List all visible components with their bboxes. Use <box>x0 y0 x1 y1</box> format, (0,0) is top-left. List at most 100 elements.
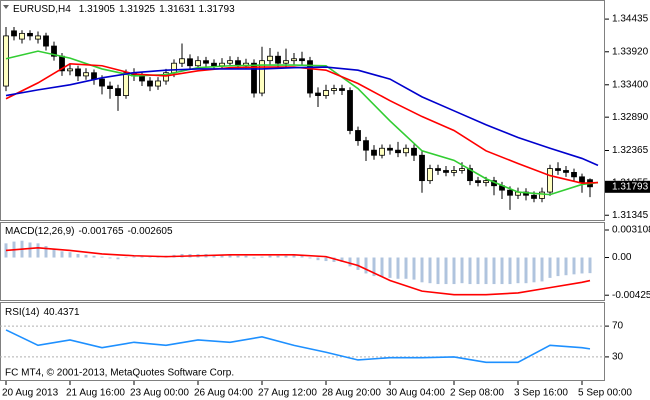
current-price-box <box>605 180 650 193</box>
x-tick-label: 3 Sep 16:00 <box>514 388 568 399</box>
macd-bar <box>124 257 128 259</box>
candle-body <box>3 35 9 87</box>
macd-bar <box>556 257 560 277</box>
macd-bar <box>500 257 504 285</box>
y-tick-label: 1.33920 <box>612 46 649 57</box>
macd-bar <box>388 257 392 278</box>
candle-body <box>347 90 353 131</box>
macd-bar <box>92 255 96 258</box>
macd-bar <box>220 254 224 258</box>
candle-body <box>323 90 329 96</box>
candle-body <box>211 62 217 67</box>
candle-body <box>563 170 569 173</box>
candle-body <box>371 149 377 156</box>
x-tick-label: 26 Aug 04:00 <box>194 388 253 399</box>
candle-body <box>227 60 233 64</box>
macd-bar <box>268 255 272 258</box>
candle-body <box>331 88 337 91</box>
candle-body <box>395 149 401 154</box>
x-tick-label: 21 Aug 16:00 <box>66 388 125 399</box>
candle-body <box>363 140 369 151</box>
macd-bar <box>348 257 352 267</box>
macd-bar <box>212 254 216 258</box>
rsi-line <box>5 329 591 364</box>
macd-bar <box>276 255 280 258</box>
macd-bar <box>100 256 104 258</box>
y-tick-label: 1.32890 <box>612 112 649 123</box>
macd-bar <box>372 257 376 277</box>
x-tick-label: 28 Aug 20:00 <box>322 388 381 399</box>
candle-body <box>155 80 161 87</box>
macd-bar <box>476 257 480 285</box>
macd-main-value: -0.001765 <box>78 226 123 237</box>
macd-bar <box>148 257 152 259</box>
macd-bar <box>540 257 544 282</box>
candle-body <box>203 60 209 64</box>
y-tick-label: 0.00 <box>612 252 632 263</box>
macd-bar <box>308 257 312 259</box>
candle-body <box>115 88 121 96</box>
candle-body <box>139 75 145 82</box>
candle-body <box>299 58 305 62</box>
macd-bar <box>452 257 456 285</box>
candle-body <box>467 168 473 182</box>
macd-header: MACD(12,26,9) -0.001765 -0.002605 <box>5 226 173 237</box>
candle-body <box>403 147 409 154</box>
candle-body <box>507 189 513 196</box>
moving-average-line <box>5 63 599 184</box>
rsi-value: 40.4371 <box>43 307 80 318</box>
macd-bar <box>404 257 408 279</box>
copyright: FC MT4, © 2001-2013, MetaQuotes Software… <box>5 368 234 379</box>
candle-body <box>11 30 17 37</box>
candle-body <box>179 58 185 64</box>
plot-layer <box>0 27 605 364</box>
candle-body <box>91 72 97 80</box>
y-tick-label: 30 <box>612 352 624 363</box>
macd-bar <box>436 257 440 285</box>
macd-bar <box>260 256 264 258</box>
candle-body <box>547 168 553 193</box>
macd-signal-value: -0.002605 <box>128 226 173 237</box>
candle-body <box>51 45 57 57</box>
macd-bar <box>396 257 400 279</box>
y-tick-label: 1.32365 <box>612 145 649 156</box>
x-tick-label: 5 Sep 00:00 <box>578 388 632 399</box>
last-open: 1.31905 <box>79 4 116 15</box>
signal-line <box>5 246 591 296</box>
candle-body <box>75 68 81 77</box>
macd-bar <box>364 257 368 274</box>
candle-body <box>187 58 193 67</box>
macd-bar <box>252 257 256 259</box>
macd-bar <box>428 257 432 284</box>
macd-bar <box>484 257 488 285</box>
candle-body <box>123 72 129 96</box>
macd-bar <box>516 257 520 284</box>
macd-bar <box>588 257 592 274</box>
candle-body <box>19 32 25 40</box>
macd-bar <box>444 257 448 285</box>
candle-body <box>147 80 153 87</box>
candle-body <box>259 60 265 94</box>
x-tick-label: 2 Sep 08:00 <box>450 388 504 399</box>
macd-bar <box>572 257 576 275</box>
candle-body <box>283 60 289 64</box>
macd-bar <box>52 248 56 258</box>
macd-bar <box>316 257 320 261</box>
macd-bar <box>468 257 472 285</box>
symbol-title: EURUSD,H4 <box>13 4 71 15</box>
candle-body <box>339 88 345 91</box>
moving-average-line <box>5 50 599 196</box>
x-tick-label: 30 Aug 04:00 <box>386 388 445 399</box>
current-price-label: 1.31793 <box>612 181 649 192</box>
candle-body <box>195 60 201 67</box>
last-close: 1.31793 <box>199 4 236 15</box>
candle-body <box>35 35 41 40</box>
candle-body <box>27 32 33 37</box>
macd-bar <box>228 254 232 258</box>
candle-body <box>475 180 481 183</box>
macd-bar <box>532 257 536 283</box>
candle-body <box>107 85 113 89</box>
rsi-title: RSI(14) <box>5 307 39 318</box>
